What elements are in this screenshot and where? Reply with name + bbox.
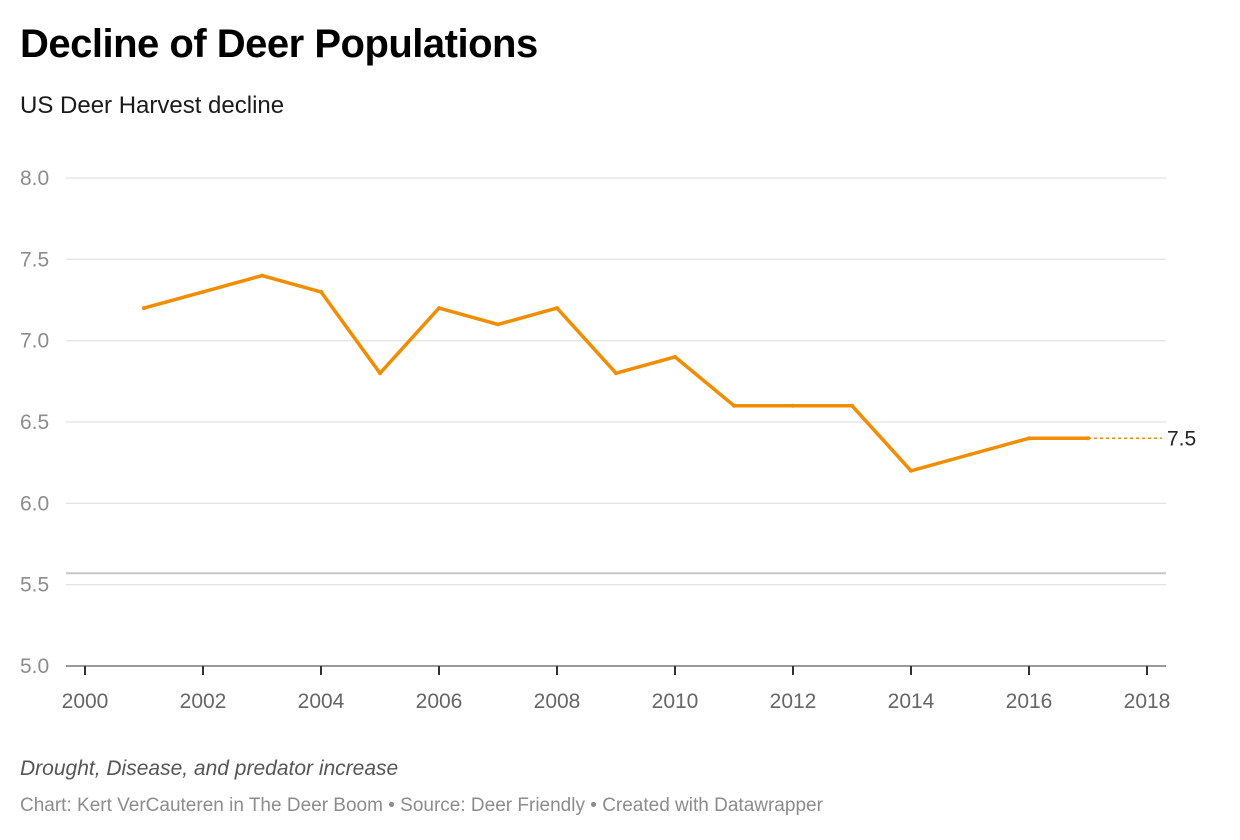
- x-tick-label: 2000: [62, 690, 109, 713]
- series-layer: 7.5: [142, 273, 1196, 473]
- data-point: [437, 306, 441, 311]
- data-point: [378, 371, 382, 376]
- data-point: [201, 289, 205, 294]
- gridlines: [66, 177, 1166, 667]
- y-axis-ticks: 5.0 5.5 6.0 6.5 7.0 7.5 8.0: [20, 167, 49, 678]
- data-point: [142, 306, 146, 311]
- footer-created-with: Created with Datawrapper: [602, 795, 823, 816]
- footer-separator: •: [382, 795, 401, 816]
- x-tick-label: 2016: [1006, 690, 1053, 713]
- data-point: [614, 371, 618, 376]
- footer-separator: •: [584, 795, 603, 816]
- x-tick-label: 2004: [298, 690, 345, 713]
- data-point: [732, 403, 736, 408]
- data-point: [555, 306, 559, 311]
- footer-source: Source: Deer Friendly: [400, 795, 585, 816]
- footer-chart-by: Chart: Kert VerCauteren in The Deer Boom: [20, 795, 383, 816]
- y-tick-label: 7.5: [20, 248, 49, 271]
- chart-subtitle: US Deer Harvest decline: [20, 92, 285, 119]
- data-point: [319, 289, 323, 294]
- x-tick-label: 2008: [534, 690, 581, 713]
- data-point: [673, 354, 677, 359]
- x-axis-ticks: 2000 2002 2004 2006 2008 2010 2012 2014 2016 2018: [62, 666, 1171, 713]
- x-tick-label: 2018: [1124, 690, 1171, 713]
- x-tick-label: 2002: [180, 690, 227, 713]
- data-point: [909, 468, 913, 473]
- data-point: [968, 452, 972, 457]
- y-tick-label: 8.0: [20, 167, 49, 190]
- chart-notes: Drought, Disease, and predator increase: [20, 757, 399, 780]
- data-point: [1027, 436, 1031, 441]
- data-point: [791, 403, 795, 408]
- y-tick-label: 5.5: [20, 574, 49, 597]
- x-tick-label: 2006: [416, 690, 463, 713]
- x-tick-label: 2014: [888, 690, 935, 713]
- chart-footer: Chart: Kert VerCauteren in The Deer Boom…: [20, 795, 823, 817]
- y-tick-label: 7.0: [20, 330, 49, 353]
- x-tick-label: 2012: [770, 690, 817, 713]
- y-tick-label: 5.0: [20, 655, 49, 678]
- x-tick-label: 2010: [652, 690, 699, 713]
- chart-title: Decline of Deer Populations: [20, 22, 538, 66]
- data-point: [260, 273, 264, 278]
- data-point: [496, 322, 500, 327]
- y-tick-label: 6.5: [20, 411, 49, 434]
- end-value-label: 7.5: [1167, 427, 1196, 450]
- line-chart: 5.05.56.06.57.07.58.0 2000 2002 2004 2006 20…: [20, 167, 1196, 713]
- data-point: [850, 403, 854, 408]
- y-tick-label: 6.0: [20, 492, 49, 515]
